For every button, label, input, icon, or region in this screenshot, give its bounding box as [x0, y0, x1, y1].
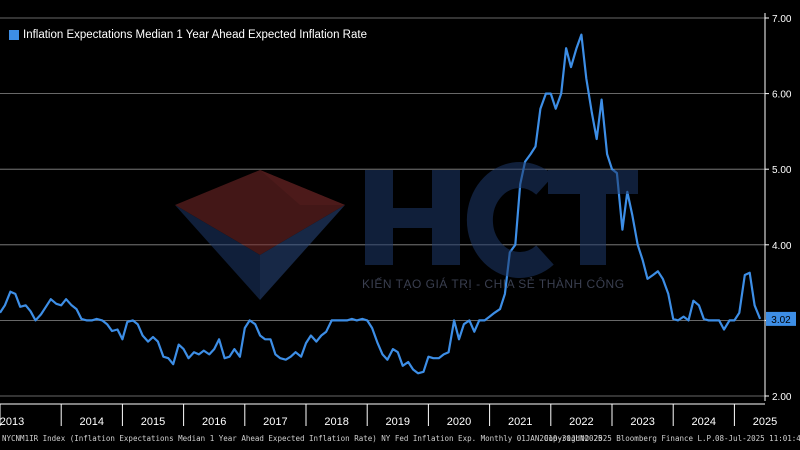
x-tick-label: 2019: [386, 416, 410, 428]
last-value-badge: [766, 311, 796, 326]
x-tick-label: 2021: [508, 416, 532, 428]
x-tick-label: 2023: [630, 416, 654, 428]
y-tick-label: 7.00: [772, 14, 792, 25]
footer-timestamp: 08-Jul-2025 11:01:46: [715, 434, 800, 443]
series: 3.02: [0, 33, 796, 375]
x-tick-label: 2024: [692, 416, 716, 428]
series-line: [0, 33, 762, 375]
y-axis: 2.003.004.005.006.007.00: [764, 13, 792, 403]
x-tick-label: 2022: [569, 416, 593, 428]
watermark-slogan: KIẾN TẠO GIÁ TRỊ - CHIA SẺ THÀNH CÔNG: [362, 277, 625, 291]
footer-copyright: Copyright© 2025 Bloomberg Finance L.P.: [544, 434, 716, 443]
x-tick-label: 2017: [263, 416, 287, 428]
y-tick-label: 5.00: [772, 165, 792, 176]
watermark-logo: [175, 162, 638, 300]
x-tick-label: 2013: [0, 416, 24, 428]
footer-source: NYCNM1IR Index (Inflation Expectations M…: [2, 434, 603, 443]
last-value-label: 3.02: [771, 315, 791, 326]
legend-label: Inflation Expectations Median 1 Year Ahe…: [23, 29, 367, 41]
y-tick-label: 6.00: [772, 90, 792, 101]
legend-swatch: [9, 30, 19, 40]
x-tick-label: 2014: [80, 416, 104, 428]
x-tick-label: 2025: [753, 416, 777, 428]
y-tick-label: 4.00: [772, 241, 792, 252]
x-tick-label: 2018: [324, 416, 348, 428]
y-tick-label: 2.00: [772, 392, 792, 403]
x-tick-label: 2016: [202, 416, 226, 428]
x-axis: 2013 2014 2015 2016 2017 2018 2019 2020 2021 2022…: [0, 403, 777, 428]
x-tick-label: 2015: [141, 416, 165, 428]
x-tick-label: 2020: [447, 416, 471, 428]
legend: Inflation Expectations Median 1 Year Ahe…: [9, 29, 367, 41]
